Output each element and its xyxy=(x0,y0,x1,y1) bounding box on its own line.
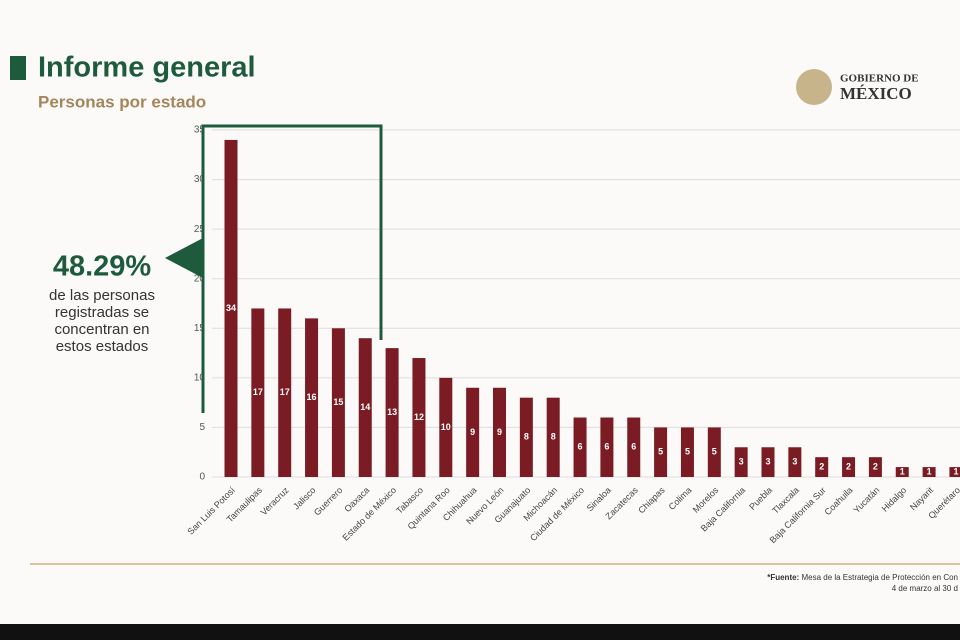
value-label: 12 xyxy=(414,412,424,422)
footer-source: *Fuente: Mesa de la Estrategia de Protec… xyxy=(767,573,958,582)
value-label: 2 xyxy=(846,461,851,471)
value-label: 1 xyxy=(927,466,932,476)
title-marker xyxy=(10,56,26,80)
value-label: 10 xyxy=(441,422,451,432)
y-tick-label: 5 xyxy=(199,422,205,433)
bar xyxy=(654,427,668,477)
y-tick-label: 10 xyxy=(194,372,206,383)
logo-seal xyxy=(796,69,832,105)
value-label: 6 xyxy=(604,442,609,452)
value-label: 8 xyxy=(524,432,529,442)
value-label: 8 xyxy=(551,432,556,442)
bar xyxy=(466,387,480,477)
bar xyxy=(251,308,265,477)
y-tick-label: 25 xyxy=(194,224,206,235)
footer-dates: 4 de marzo al 30 d xyxy=(892,584,958,593)
callout-text: de las personas xyxy=(49,287,155,304)
y-tick-label: 30 xyxy=(194,174,206,185)
value-label: 13 xyxy=(387,407,397,417)
value-label: 5 xyxy=(712,447,717,457)
bar xyxy=(815,457,829,477)
value-label: 16 xyxy=(307,392,317,402)
bar xyxy=(627,417,641,477)
bar xyxy=(305,318,319,477)
value-label: 2 xyxy=(819,461,824,471)
bar xyxy=(412,358,426,477)
value-label: 6 xyxy=(578,442,583,452)
bar xyxy=(680,427,694,477)
bar xyxy=(868,457,882,477)
bar xyxy=(842,457,856,477)
value-label: 34 xyxy=(226,303,236,313)
bar xyxy=(734,447,748,477)
value-label: 3 xyxy=(792,457,797,467)
bar xyxy=(788,447,802,477)
value-label: 3 xyxy=(739,457,744,467)
y-tick-label: 35 xyxy=(194,125,206,136)
bar xyxy=(224,139,238,477)
bar xyxy=(493,387,506,477)
bar xyxy=(707,427,721,477)
y-tick-label: 15 xyxy=(194,323,206,334)
bar xyxy=(895,467,909,477)
bottom-band xyxy=(0,624,960,640)
title: Informe general xyxy=(38,52,256,84)
bar xyxy=(278,308,292,477)
source-text: Mesa de la Estrategia de Protección en C… xyxy=(801,573,958,582)
value-label: 9 xyxy=(497,427,502,437)
value-label: 17 xyxy=(253,387,263,397)
bar xyxy=(385,348,399,477)
y-tick-label: 20 xyxy=(194,273,206,284)
value-label: 17 xyxy=(280,387,290,397)
callout-text: estos estados xyxy=(56,338,149,355)
bar xyxy=(546,397,560,477)
value-label: 1 xyxy=(953,466,958,476)
value-label: 5 xyxy=(685,447,690,457)
value-label: 1 xyxy=(900,466,905,476)
value-label: 9 xyxy=(470,427,475,437)
bar xyxy=(573,417,587,477)
value-label: 15 xyxy=(333,397,343,407)
callout-text: registradas se xyxy=(55,304,149,321)
value-label: 3 xyxy=(765,457,770,467)
source-label: *Fuente: xyxy=(767,573,799,582)
bar xyxy=(519,397,533,477)
value-label: 5 xyxy=(658,447,663,457)
bar xyxy=(600,417,614,477)
bar xyxy=(949,467,960,477)
bar xyxy=(761,447,775,477)
bar xyxy=(358,338,372,477)
callout-arrow xyxy=(165,238,203,278)
bar xyxy=(331,328,345,477)
value-label: 2 xyxy=(873,461,878,471)
bar xyxy=(922,467,936,477)
callout-value: 48.29% xyxy=(53,251,152,283)
bar xyxy=(439,377,453,477)
callout-text: concentran en xyxy=(54,321,149,338)
logo-country: MÉXICO xyxy=(840,84,912,103)
y-tick-label: 0 xyxy=(199,472,205,483)
logo-text: GOBIERNO DE xyxy=(840,73,919,85)
subtitle: Personas por estado xyxy=(38,92,206,111)
value-label: 6 xyxy=(631,442,636,452)
value-label: 14 xyxy=(360,402,370,412)
